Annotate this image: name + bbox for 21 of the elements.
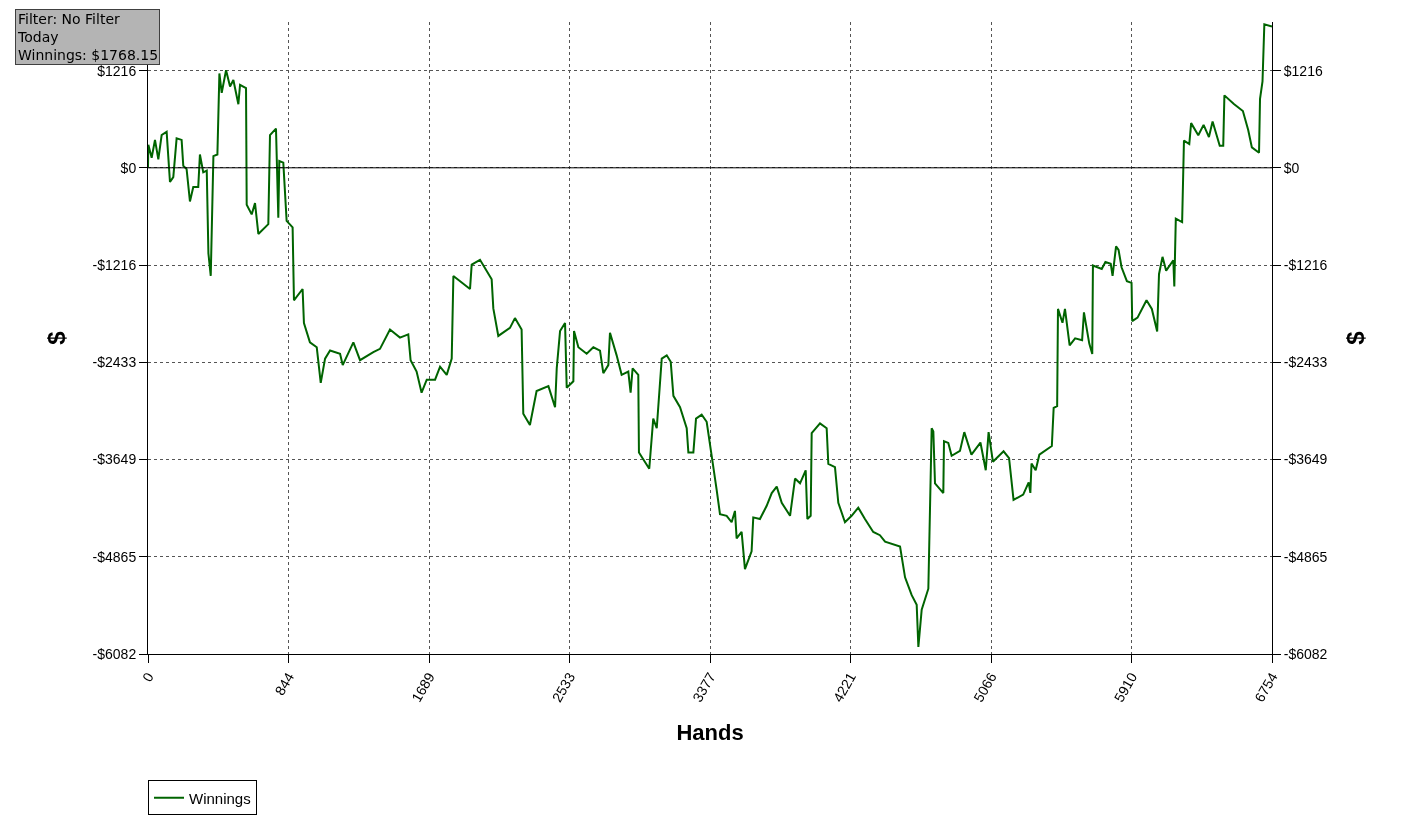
x-axis-title: Hands xyxy=(676,719,744,745)
y2-tick-label: $1216 xyxy=(1283,62,1323,79)
x-tick-label: 0 xyxy=(138,669,157,685)
y-tick-label: -$2433 xyxy=(92,354,137,371)
y-tick-label: $0 xyxy=(120,159,137,176)
y2-tick-label: -$3649 xyxy=(1283,451,1328,468)
y2-tick-label: -$6082 xyxy=(1283,645,1328,662)
y-tick-label: -$3649 xyxy=(92,451,137,468)
x-tick-label: 844 xyxy=(271,669,298,699)
y2-tick-label: -$4865 xyxy=(1283,548,1328,565)
y-tick-label: -$6082 xyxy=(92,645,137,662)
y2-axis-title: $ xyxy=(1341,330,1369,345)
y2-tick-label: -$2433 xyxy=(1283,354,1328,371)
annotation: Filter: No Filter Today Winnings: $1768.15 xyxy=(17,11,159,64)
legend-label: Winnings xyxy=(189,789,251,807)
y-tick-label: -$4865 xyxy=(92,548,137,565)
y-axis-title: $ xyxy=(42,330,70,345)
y2-tick-label: -$1216 xyxy=(1283,256,1328,273)
y2-tick-label: $0 xyxy=(1283,159,1300,176)
y-tick-label: -$1216 xyxy=(92,256,137,273)
y-tick-label: $1216 xyxy=(97,62,137,79)
